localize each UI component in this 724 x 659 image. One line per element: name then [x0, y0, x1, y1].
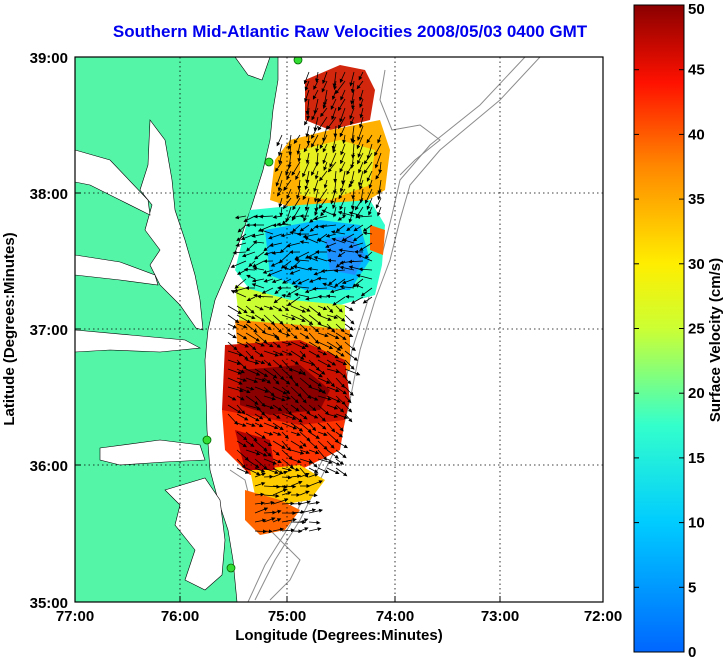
potomac-inlet — [75, 149, 151, 216]
station-dot — [293, 57, 303, 65]
pamlico-sound — [164, 477, 226, 591]
velocity-vectors — [227, 71, 383, 534]
x-axis-label: Longitude (Degrees:Minutes) — [235, 627, 443, 644]
colorbar-tick-label: 50 — [688, 1, 705, 18]
colorbar-tick-label: 30 — [688, 256, 705, 273]
x-tick-label: 73:00 — [481, 608, 519, 625]
grid — [75, 57, 603, 602]
x-tick-label: 77:00 — [56, 608, 94, 625]
y-tick-label: 38:00 — [30, 186, 68, 203]
colorbar — [633, 4, 685, 653]
colorbar-tick-label: 0 — [688, 644, 696, 659]
x-tick-label: 76:00 — [161, 608, 199, 625]
station-dot — [264, 157, 274, 167]
station-dot — [202, 435, 212, 445]
y-axis-label: Latitude (Degrees:Minutes) — [1, 232, 18, 425]
map-title: Southern Mid-Atlantic Raw Velocities 200… — [112, 22, 588, 41]
colorbar-tick-label: 40 — [688, 126, 705, 143]
colorbar-tick-label: 45 — [688, 62, 705, 79]
station-dot — [226, 563, 236, 573]
colorbar-tick-label: 5 — [688, 579, 696, 596]
colorbar-tick-label: 20 — [688, 385, 705, 402]
x-tick-label: 75:00 — [268, 608, 306, 625]
x-tick-label: 72:00 — [584, 608, 622, 625]
delaware-bay — [234, 57, 271, 81]
albemarle-sound — [99, 439, 206, 466]
y-tick-label: 36:00 — [30, 458, 68, 475]
y-tick-label: 35:00 — [30, 595, 68, 612]
y-tick-label: 39:00 — [30, 50, 68, 67]
radar-stations — [202, 57, 303, 573]
colorbar-tick-label: 25 — [688, 321, 705, 338]
colorbar-ticks: 0 5 10 15 20 25 30 35 40 45 50 — [634, 1, 705, 659]
colorbar-label: Surface Velocity (cm/s) — [707, 258, 724, 422]
rappahannock-inlet — [75, 254, 159, 286]
chesapeake-bay — [139, 119, 204, 331]
y-tick-label: 37:00 — [30, 322, 68, 339]
x-tick-label: 74:00 — [376, 608, 414, 625]
tick-marks — [75, 192, 501, 602]
colorbar-tick-label: 15 — [688, 450, 705, 467]
colorbar-tick-label: 10 — [688, 515, 705, 532]
colorbar-tick-label: 35 — [688, 191, 705, 208]
